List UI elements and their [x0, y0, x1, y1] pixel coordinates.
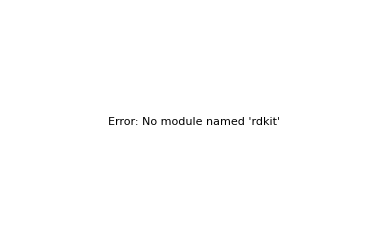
Text: Error: No module named 'rdkit': Error: No module named 'rdkit': [108, 117, 280, 127]
